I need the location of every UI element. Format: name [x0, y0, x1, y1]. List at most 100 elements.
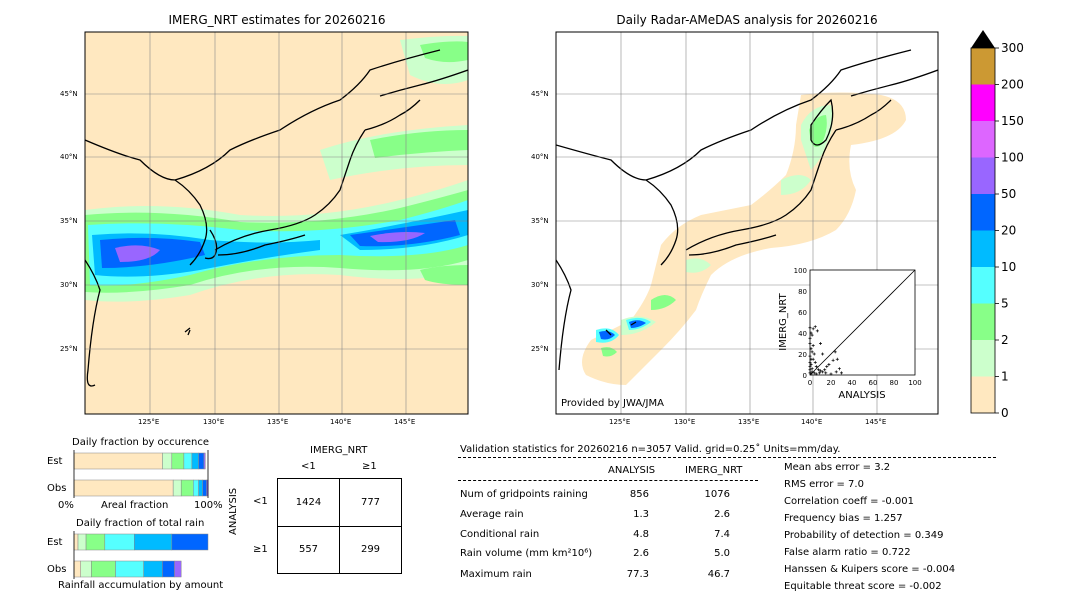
scatter-point — [821, 352, 825, 356]
colorbar-segment — [971, 376, 995, 413]
score-line: Probability of detection = 0.349 — [784, 530, 944, 541]
scatter-xtick: 60 — [869, 379, 878, 387]
scatter-point — [825, 365, 829, 369]
stacked-bar-segment — [73, 479, 174, 497]
validation-row-label: Conditional rain — [460, 529, 540, 540]
scatter-ytick: 40 — [798, 330, 807, 338]
stacked-bar-segment — [198, 452, 205, 470]
score-line: Equitable threat score = -0.002 — [784, 581, 942, 592]
scatter-xtick: 80 — [890, 379, 899, 387]
scatter-xtick: 40 — [848, 379, 857, 387]
scatter-ytick: 60 — [798, 309, 807, 317]
stacked-bar-segment — [193, 479, 199, 497]
right-lat-label: 35°N — [531, 217, 549, 225]
colorbar-segment — [971, 84, 995, 121]
validation-analysis-value: 1.3 — [633, 509, 649, 520]
left-lat-label: 25°N — [60, 345, 78, 353]
contingency-row-label: <1 — [253, 496, 268, 507]
colorbar-segment — [971, 121, 995, 158]
left-lon-label: 125°E — [138, 418, 160, 426]
validation-imerg-value: 1076 — [704, 489, 730, 500]
validation-analysis-value: 77.3 — [626, 569, 649, 580]
colorbar-segment — [971, 267, 995, 304]
stacked-bar-segment — [171, 452, 185, 470]
scatter-point — [810, 350, 814, 354]
scatter-point — [819, 369, 822, 373]
right-lon-label: 130°E — [674, 418, 696, 426]
scatter-xtick: 20 — [827, 379, 836, 387]
right-lon-label: 145°E — [865, 418, 887, 426]
right-lat-label: 25°N — [531, 345, 549, 353]
left-lon-label: 140°E — [330, 418, 352, 426]
scatter-point — [809, 363, 813, 366]
validation-row-label: Rain volume (mm km²10⁶) — [460, 548, 593, 559]
colorbar-segment — [971, 340, 995, 377]
left-lon-label: 135°E — [267, 418, 289, 426]
scatter-xtick: 100 — [908, 379, 921, 387]
stacked-bar-segment — [80, 560, 92, 578]
scatter-point — [809, 347, 813, 351]
stacked-bar-segment — [174, 560, 182, 578]
left-lon-label: 130°E — [203, 418, 225, 426]
scatter-point — [823, 368, 827, 372]
stacked-bar-segment — [198, 479, 203, 497]
left-lat-label: 45°N — [60, 90, 78, 98]
colorbar-label: 2 — [1001, 333, 1009, 347]
scatter-point — [808, 354, 812, 358]
stacked-bar-segment — [77, 533, 87, 551]
validation-imerg-value: 5.0 — [714, 548, 730, 559]
occurrence-xlabel: Areal fraction — [101, 500, 169, 511]
validation-imerg-value: 2.6 — [714, 509, 730, 520]
scatter-point — [814, 372, 818, 376]
scatter-point — [837, 367, 841, 371]
scatter-point — [831, 358, 835, 362]
stacked-bar-segment — [115, 560, 144, 578]
right-map-title: Daily Radar-AMeDAS analysis for 20260216 — [616, 13, 878, 27]
stacked-bar-segment — [73, 533, 79, 551]
stacked-bar-segment — [191, 452, 199, 470]
contingency-row-axis: ANALYSIS — [228, 487, 239, 535]
totalrain-title: Daily fraction of total rain — [76, 518, 205, 529]
scatter-point — [810, 333, 814, 337]
colorbar-label: 50 — [1001, 187, 1016, 201]
colorbar-label: 100 — [1001, 151, 1024, 165]
totalrain-est-label: Est — [47, 537, 63, 548]
left-lat-label: 30°N — [60, 281, 78, 289]
scatter-point — [815, 329, 819, 333]
provider-credit: Provided by JWA/JMA — [561, 398, 664, 409]
scatter-point — [808, 365, 812, 369]
totalrain-xlabel: Rainfall accumulation by amount — [58, 580, 224, 591]
contingency-cell: 1424 — [295, 497, 322, 508]
occurrence-x-max: 100% — [194, 500, 223, 511]
scatter-point — [811, 327, 815, 331]
left-lon-label: 145°E — [394, 418, 416, 426]
scatter-point — [810, 370, 814, 374]
colorbar-label: 10 — [1001, 260, 1016, 274]
right-lat-label: 45°N — [531, 90, 549, 98]
score-line: Correlation coeff = -0.001 — [784, 496, 914, 507]
scatter-ylabel: IMERG_NRT — [778, 292, 789, 350]
scatter-point — [819, 342, 822, 345]
scatter-xtick: 0 — [808, 379, 812, 387]
validation-col-analysis: ANALYSIS — [608, 465, 656, 476]
colorbar-label: 1 — [1001, 370, 1009, 384]
scatter-point — [808, 368, 812, 372]
colorbar-segment — [971, 48, 995, 85]
scatter-point — [821, 370, 825, 374]
right-lon-label: 140°E — [801, 418, 823, 426]
score-line: Mean abs error = 3.2 — [784, 462, 891, 473]
scatter-point — [834, 370, 838, 374]
stacked-bar-segment — [172, 479, 182, 497]
scatter-point — [824, 371, 828, 375]
contingency-cell: 299 — [360, 544, 381, 555]
score-line: False alarm ratio = 0.722 — [784, 547, 911, 558]
scatter-point — [813, 360, 817, 364]
occurrence-chart — [73, 450, 209, 498]
scatter-point — [809, 331, 813, 335]
occurrence-est-label: Est — [47, 456, 63, 467]
validation-divider — [458, 457, 996, 458]
scatter-point — [817, 371, 821, 375]
colorbar-label: 300 — [1001, 41, 1024, 55]
stacked-bar-segment — [180, 479, 194, 497]
right-lon-label: 125°E — [609, 418, 631, 426]
